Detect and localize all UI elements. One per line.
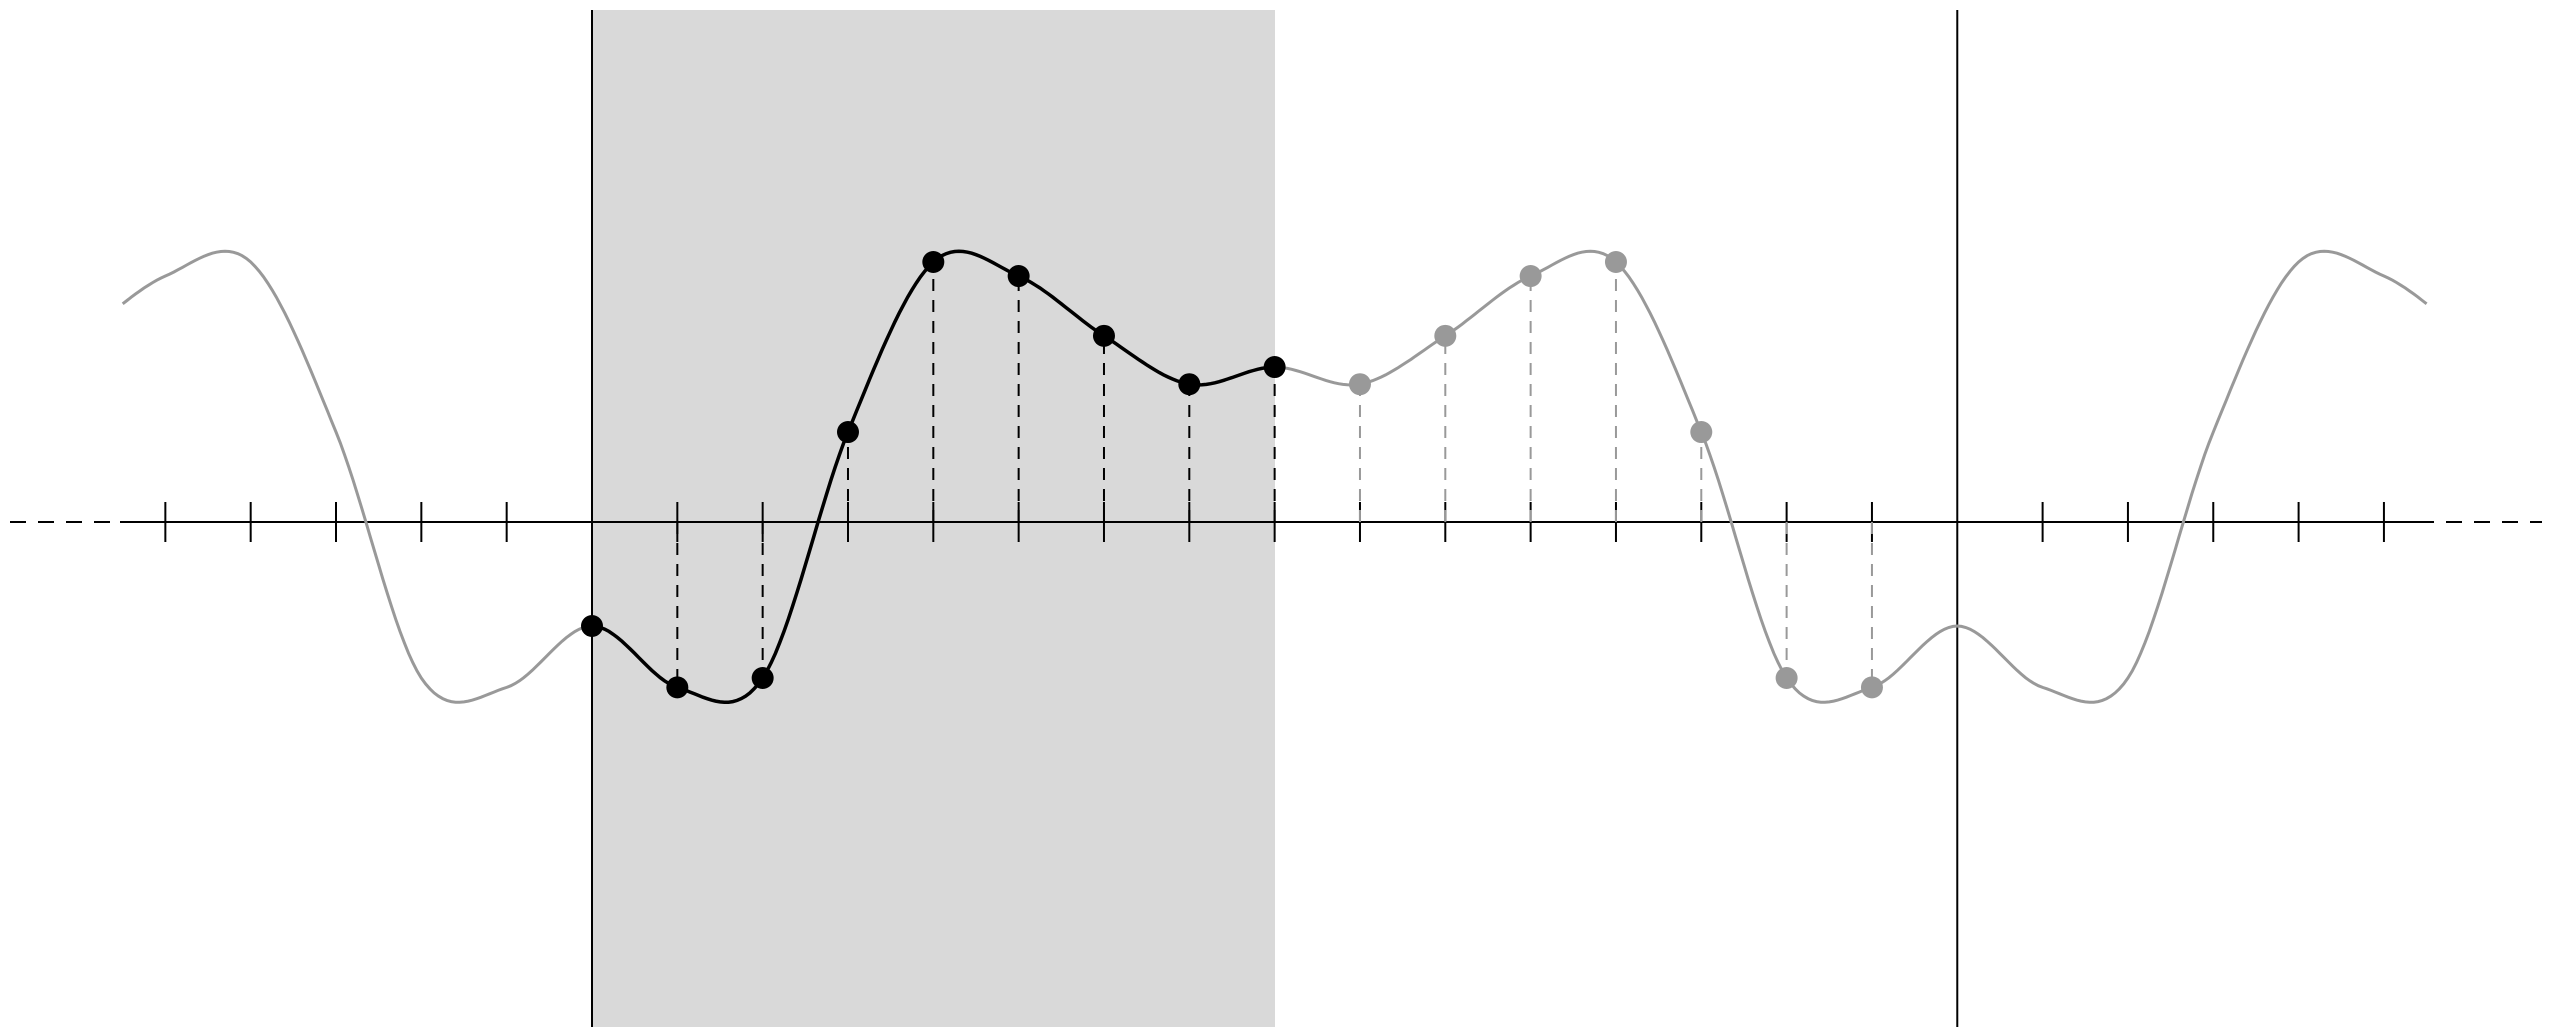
- lines-layer: [10, 10, 2542, 1027]
- sample-point: [1007, 265, 1030, 288]
- sample-point: [1263, 356, 1286, 379]
- sample-point: [922, 251, 945, 273]
- extension-sample-point: [1775, 667, 1798, 689]
- sample-point: [1178, 373, 1201, 396]
- extension-sample-point: [1434, 324, 1457, 347]
- extension-sample-point: [1860, 676, 1883, 699]
- extension-sample-point: [1519, 265, 1542, 288]
- sample-point: [751, 667, 774, 689]
- sample-point: [836, 421, 859, 444]
- extension-sample-point: [1604, 251, 1627, 273]
- sample-point: [581, 615, 603, 637]
- extension-curve-right: [1274, 249, 2428, 704]
- sample-point: [1092, 324, 1115, 347]
- extension-curve-left: [121, 249, 589, 704]
- extension-sample-point: [1348, 373, 1371, 396]
- extension-sample-point: [1690, 421, 1713, 444]
- sample-points-layer: [581, 251, 1883, 699]
- sample-point: [666, 676, 689, 699]
